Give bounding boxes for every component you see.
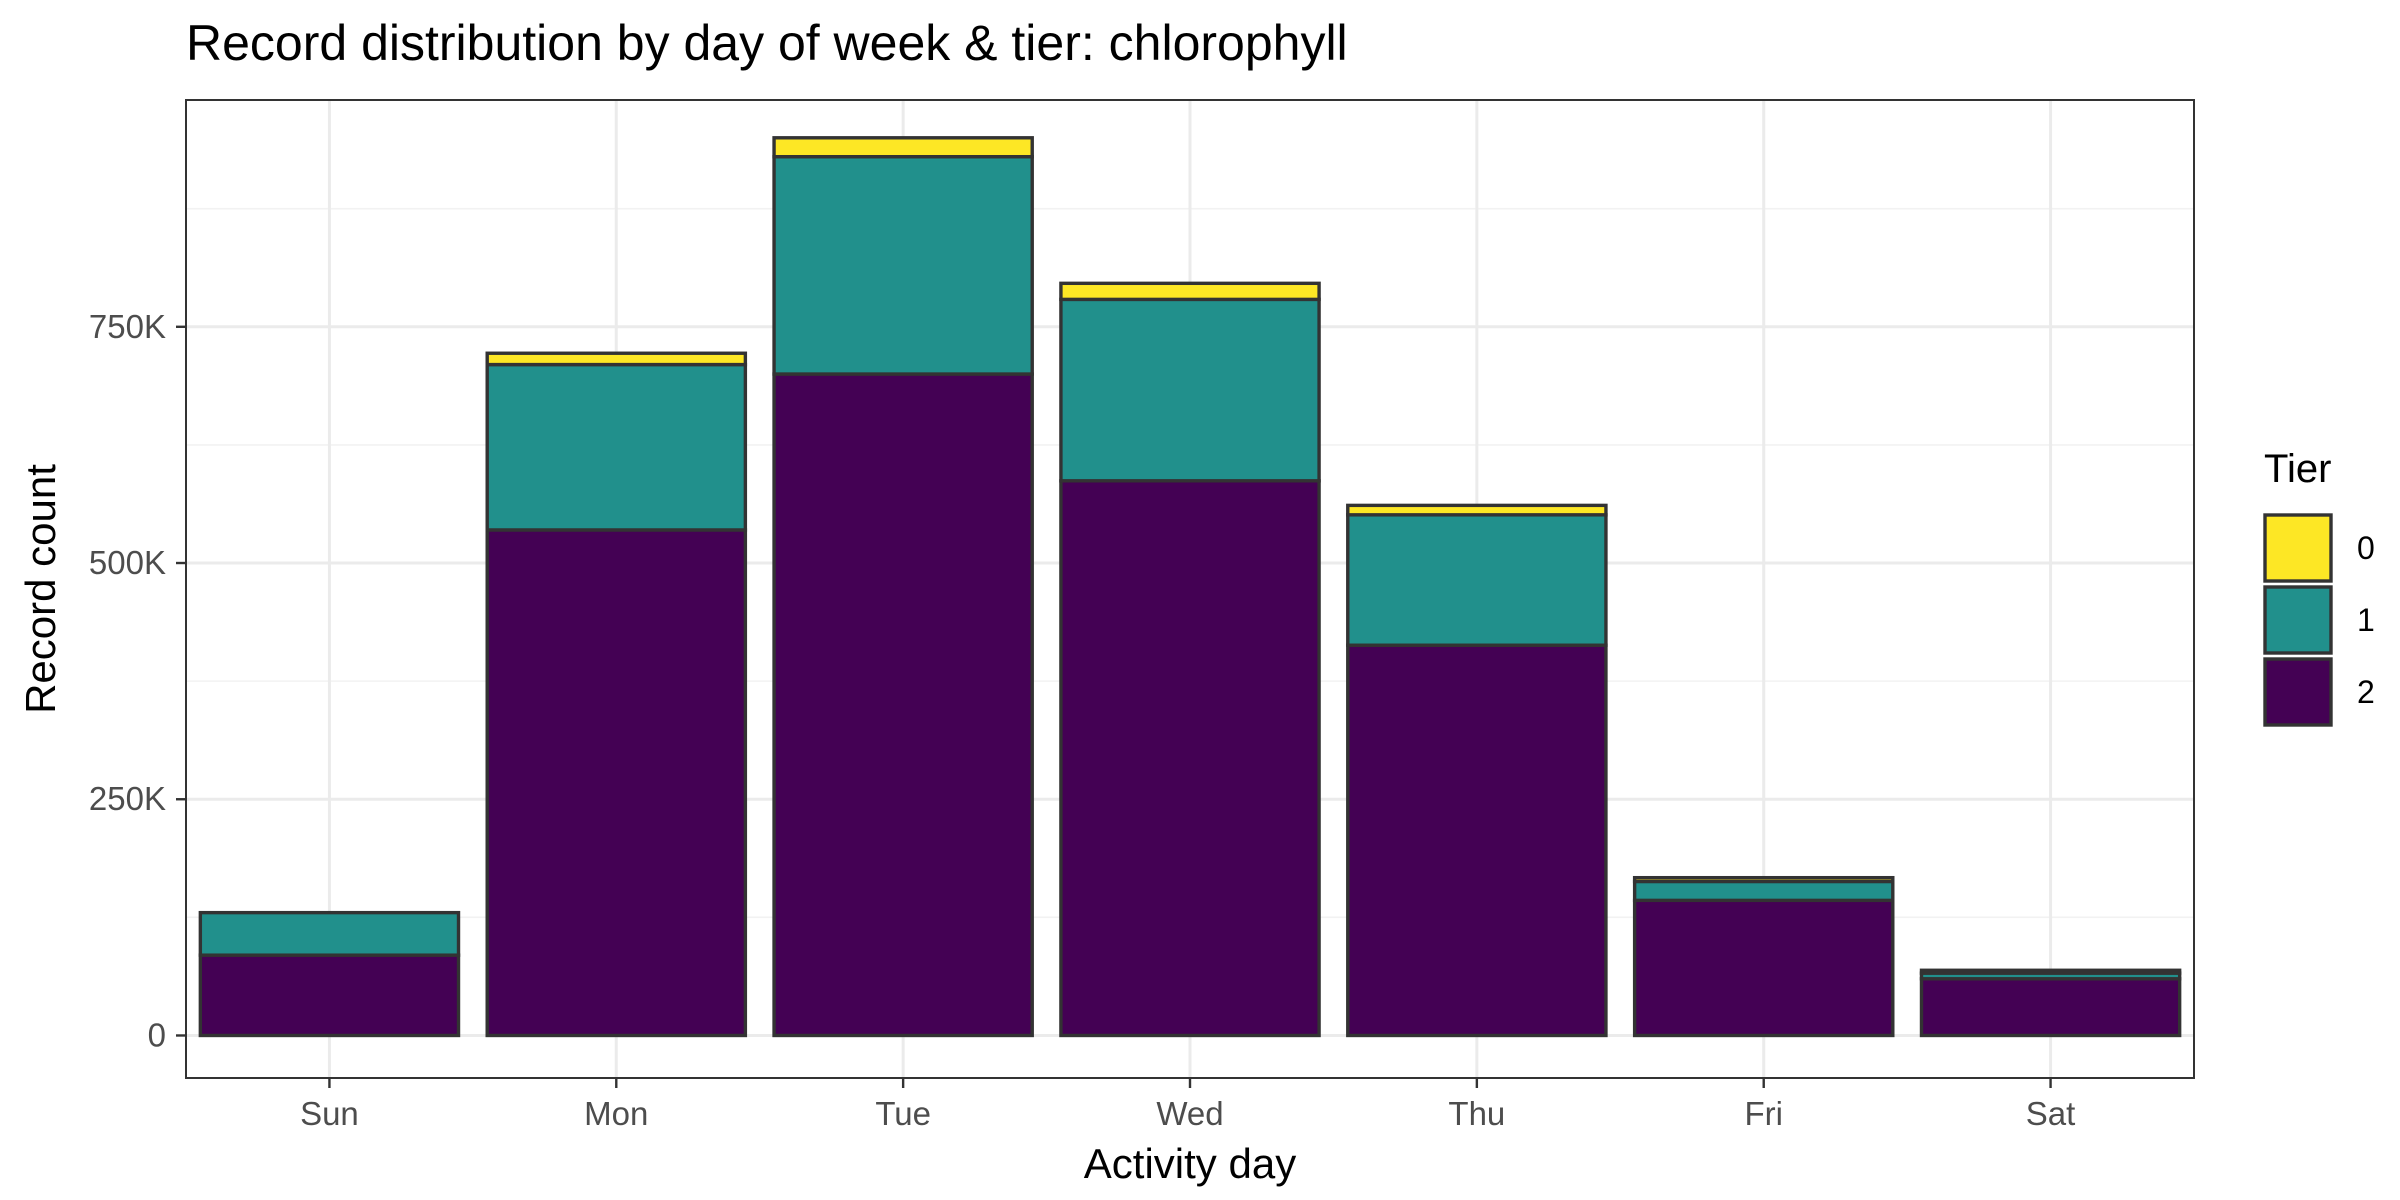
x-axis-title: Activity day — [1084, 1140, 1296, 1187]
legend-label-2: 2 — [2357, 674, 2375, 710]
bar-mon-tier-0 — [485, 351, 748, 367]
bar-sat-tier-2 — [1919, 977, 2182, 1038]
chart-title: Record distribution by day of week & tie… — [186, 15, 1348, 71]
bar-wed-tier-1 — [1059, 297, 1321, 483]
x-axis: Sun Mon Tue Wed Thu Fri Sat — [300, 1078, 2075, 1132]
x-tick-label-sun: Sun — [300, 1095, 359, 1132]
x-tick-label-wed: Wed — [1156, 1095, 1223, 1132]
bar-sun-tier-1 — [198, 910, 461, 957]
x-tick-label-thu: Thu — [1448, 1095, 1505, 1132]
bar-mon-tier-2 — [485, 528, 748, 1038]
y-tick-label: 250K — [89, 780, 166, 817]
y-tick-label: 0 — [148, 1016, 166, 1053]
bar-fri-tier-0 — [1632, 875, 1895, 884]
legend-label-0: 0 — [2357, 530, 2375, 566]
bar-sun-tier-2 — [198, 953, 461, 1038]
x-tick-label-fri: Fri — [1744, 1095, 1782, 1132]
legend-title: Tier — [2264, 447, 2331, 491]
bar-thu-tier-1 — [1346, 513, 1608, 647]
legend-key-2 — [2263, 657, 2333, 727]
bar-tue-tier-2 — [772, 372, 1034, 1038]
legend-key-0 — [2263, 513, 2333, 583]
bar-tue-tier-1 — [772, 154, 1034, 376]
legend-label-1: 1 — [2357, 602, 2375, 638]
y-axis: 0 250K 500K 750K — [89, 308, 186, 1053]
x-tick-label-mon: Mon — [584, 1095, 648, 1132]
bar-mon-tier-1 — [485, 362, 748, 532]
bar-thu-tier-2 — [1346, 643, 1608, 1038]
bars — [198, 136, 2182, 1038]
bar-wed-tier-0 — [1059, 281, 1321, 302]
x-tick-label-sat: Sat — [2026, 1095, 2076, 1132]
bar-wed-tier-2 — [1059, 479, 1321, 1038]
x-tick-label-tue: Tue — [875, 1095, 931, 1132]
bar-tue-tier-0 — [772, 136, 1034, 159]
y-tick-label: 750K — [89, 308, 166, 345]
bar-fri-tier-1 — [1632, 879, 1895, 903]
legend-key-1 — [2263, 585, 2333, 655]
bar-fri-tier-2 — [1632, 898, 1895, 1038]
y-axis-title: Record count — [17, 464, 64, 714]
legend: Tier 0 1 2 — [2263, 447, 2375, 727]
y-tick-label: 500K — [89, 544, 166, 581]
bar-thu-tier-0 — [1346, 503, 1608, 517]
bar-sat-tier-0 — [1919, 968, 2182, 975]
